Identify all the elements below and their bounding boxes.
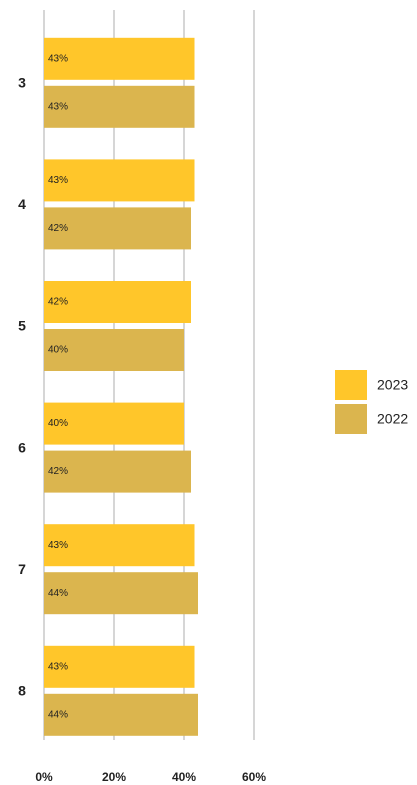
value-label: 43%: [48, 661, 68, 672]
value-label: 42%: [48, 223, 68, 234]
bar: [44, 85, 195, 128]
category-label: 5: [18, 318, 26, 334]
legend-swatch: [335, 370, 367, 400]
bar: [44, 572, 198, 615]
category-label: 4: [18, 196, 26, 212]
legend-swatch: [335, 404, 367, 434]
bar: [44, 329, 184, 371]
legend-label: 2022: [377, 411, 408, 427]
legend-label: 2023: [377, 377, 408, 393]
value-label: 44%: [48, 588, 68, 599]
category-label: 3: [18, 75, 26, 91]
value-label: 43%: [48, 101, 68, 112]
bar: [44, 524, 195, 567]
value-label: 42%: [48, 466, 68, 477]
bar: [44, 450, 191, 493]
value-label: 43%: [48, 53, 68, 64]
category-label: 7: [18, 561, 26, 577]
value-label: 43%: [48, 175, 68, 186]
x-tick-label: 60%: [242, 770, 266, 784]
bar: [44, 281, 191, 323]
value-label: 40%: [48, 345, 68, 356]
x-tick-label: 20%: [102, 770, 126, 784]
bar: [44, 37, 195, 80]
bar: [44, 402, 184, 445]
bar: [44, 207, 191, 250]
bar: [44, 645, 195, 688]
bar: [44, 159, 195, 202]
value-label: 42%: [48, 297, 68, 308]
x-tick-label: 40%: [172, 770, 196, 784]
value-label: 43%: [48, 540, 68, 551]
value-label: 40%: [48, 418, 68, 429]
value-label: 44%: [48, 709, 68, 720]
x-tick-label: 0%: [35, 770, 53, 784]
category-label: 8: [18, 683, 26, 699]
category-label: 6: [18, 439, 26, 455]
bar: [44, 693, 198, 736]
